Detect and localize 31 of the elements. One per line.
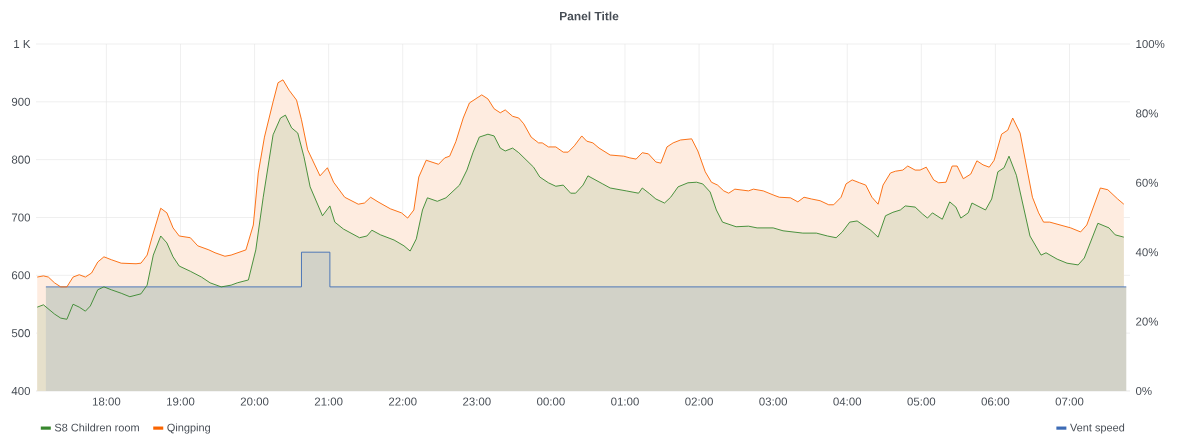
y2-tick-label: 60% (1136, 178, 1159, 187)
x-tick-label: 19:00 (167, 397, 195, 406)
x-tick-label: 21:00 (314, 397, 343, 406)
x-tick-label: 05:00 (907, 397, 936, 406)
x-tick-label: 03:00 (759, 397, 788, 406)
x-tick-label: 02:00 (685, 397, 713, 406)
x-tick-label: 18:00 (92, 397, 121, 406)
x-tick-label: 20:00 (240, 397, 269, 406)
y-tick-label: 400 (11, 386, 31, 396)
y-tick-label: 500 (11, 329, 31, 338)
x-tick-label: 07:00 (1055, 397, 1084, 406)
y-tick-label: 700 (11, 213, 31, 222)
y2-tick-label: 0% (1135, 386, 1152, 396)
y-tick-label: 900 (11, 97, 31, 106)
x-tick-label: 06:00 (981, 397, 1010, 406)
x-tick-label: 01:00 (611, 397, 639, 406)
x-tick-label: 22:00 (388, 397, 417, 406)
y2-tick-label: 80% (1136, 109, 1159, 118)
legend-label: S8 Children room (54, 423, 139, 432)
y-tick-label: 800 (11, 155, 31, 164)
legend-label: Vent speed (1070, 423, 1125, 434)
y2-tick-label: 20% (1136, 317, 1159, 326)
legend-label: Qingping (167, 423, 210, 434)
y-tick-label: 600 (11, 271, 31, 280)
y-tick-label: 1 K (14, 40, 31, 48)
x-tick-label: 00:00 (537, 397, 565, 406)
y2-tick-label: 100% (1136, 39, 1165, 49)
x-tick-label: 23:00 (463, 397, 491, 406)
y2-tick-label: 40% (1135, 248, 1159, 257)
chart-title: Panel Title (560, 11, 619, 21)
x-tick-label: 04:00 (833, 397, 862, 406)
